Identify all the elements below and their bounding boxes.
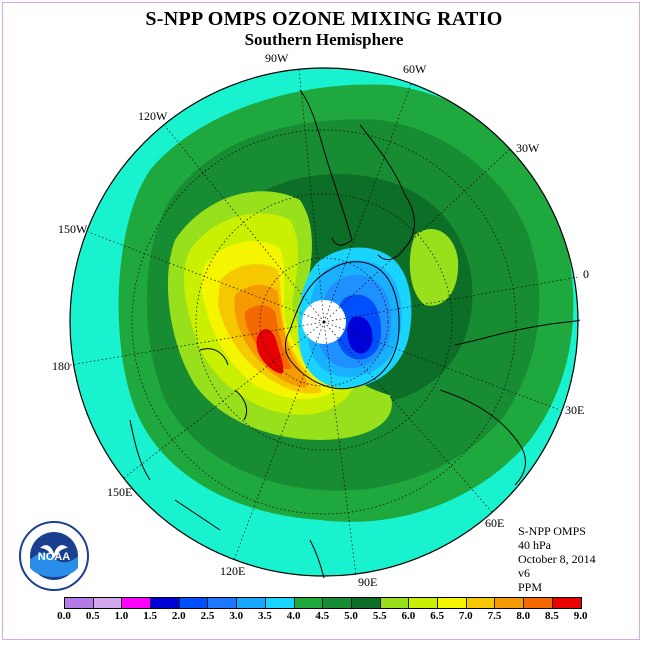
info-units: PPM (518, 580, 543, 594)
lon-label: 120E (220, 564, 245, 578)
colorbar-swatch (208, 598, 238, 608)
colorbar-swatch (323, 598, 352, 608)
colorbar-tick-label: 5.5 (372, 610, 387, 622)
colorbar-tick-label: 1.0 (114, 610, 129, 622)
info-instrument: S-NPP OMPS (518, 524, 586, 538)
colorbar-swatch (466, 598, 496, 608)
field-5-5-east (409, 229, 459, 306)
lon-label: 0 (583, 267, 589, 281)
colorbar-tick-label: 2.5 (200, 610, 215, 622)
noaa-logo-icon: NOAA (19, 521, 89, 591)
colorbar-swatch (524, 598, 553, 608)
colorbar-tick-label: 3.5 (258, 610, 272, 622)
colorbar-swatch (294, 598, 324, 608)
lon-label: 30E (565, 403, 584, 417)
colorbar-tick-label: 3.0 (229, 610, 244, 622)
colorbar-swatch (151, 598, 180, 608)
colorbar-swatch (380, 598, 410, 608)
lon-label: 150W (58, 222, 88, 236)
info-panel: S-NPP OMPS 40 hPa October 8, 2014 v6 PPM (518, 524, 596, 594)
colorbar-swatch (552, 598, 582, 608)
colorbar-swatch (65, 598, 94, 608)
lon-label: 90E (358, 575, 377, 589)
colorbar-tick-label: 2.0 (171, 610, 186, 622)
logo-wordmark: NOAA (38, 551, 70, 563)
graticule (69, 68, 579, 576)
info-pressure: 40 hPa (518, 538, 551, 552)
lon-label: 150E (107, 485, 132, 499)
info-date: October 8, 2014 (518, 552, 596, 566)
lon-label: 120W (138, 109, 168, 123)
page-subtitle: Southern Hemisphere (244, 30, 404, 49)
colorbar-tick-label: 8.5 (545, 610, 559, 622)
colorbar-swatch (93, 598, 123, 608)
colorbar-tick-label: 7.0 (458, 610, 473, 622)
colorbar-tick-label: 0.5 (85, 610, 100, 622)
colorbar-tick-label: 4.0 (286, 610, 301, 622)
info-version: v6 (518, 566, 530, 580)
colorbar-swatch (237, 598, 266, 608)
colorbar-tick-label: 5.0 (344, 610, 358, 622)
longitude-labels: 90W 60W 30W 0 30E 60E 90E 120E 150E 180 … (52, 51, 589, 589)
colorbar-swatch (351, 598, 381, 608)
map-border (69, 67, 579, 577)
lon-label: 90W (265, 51, 289, 65)
colorbar-swatch (409, 598, 438, 608)
colorbar-tick-label: 9.0 (573, 610, 588, 622)
field-vortex-1-5 (347, 316, 373, 354)
field-8-5 (256, 328, 284, 374)
colorbar-tick-label: 6.5 (430, 610, 444, 622)
lon-label: 180 (52, 359, 70, 373)
colorbar-tick-label: 1.5 (143, 610, 157, 622)
colorbar-tick-label: 0.0 (57, 610, 71, 622)
figure-frame (2, 2, 640, 640)
colorbar-swatch (265, 598, 295, 608)
coastlines (129, 89, 581, 579)
lon-label: 60W (403, 62, 427, 76)
colorbar-swatch (495, 598, 524, 608)
colorbar-tick-label: 4.5 (315, 610, 330, 622)
colorbar-tick-label: 6.0 (401, 610, 416, 622)
page-title: S-NPP OMPS OZONE MIXING RATIO (145, 8, 503, 30)
colorbar-swatch (437, 598, 467, 608)
colorbar (64, 597, 583, 609)
colorbar-swatch (179, 598, 209, 608)
ozone-field (70, 68, 578, 576)
lon-label: 60E (485, 516, 504, 530)
colorbar-swatch (122, 598, 152, 608)
colorbar-tick-label: 7.5 (487, 610, 502, 622)
lon-label: 30W (516, 141, 540, 155)
colorbar-tick-label: 8.0 (516, 610, 531, 622)
